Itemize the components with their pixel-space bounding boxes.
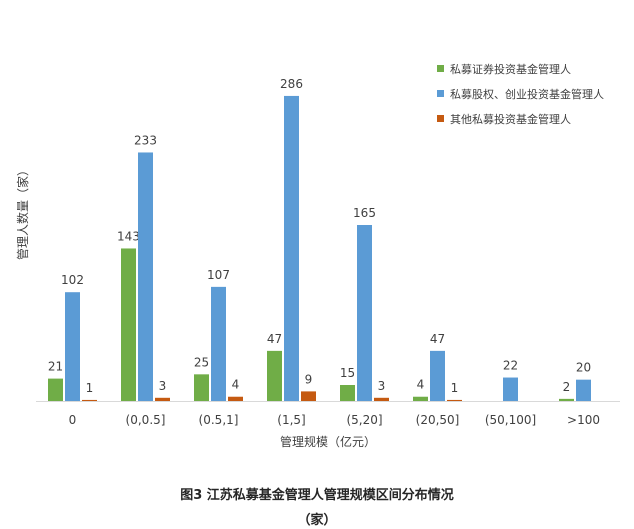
bar-2-3 (301, 391, 316, 401)
bar-0-5 (413, 396, 428, 401)
legend-swatch-0 (437, 65, 444, 72)
legend-swatch-1 (437, 90, 444, 97)
data-label-0-1: 143 (117, 229, 140, 243)
data-label-2-3: 9 (305, 372, 313, 386)
bar-1-4 (357, 225, 372, 401)
legend-swatch-2 (437, 115, 444, 122)
bar-1-0 (65, 292, 80, 401)
legend-label-2: 其他私募投资基金管理人 (450, 112, 571, 126)
bar-0-0 (48, 378, 63, 401)
x-tick-label-7: >100 (567, 413, 600, 427)
bar-1-7 (576, 379, 591, 401)
x-tick-label-2: (0.5,1] (199, 413, 239, 427)
bar-1-5 (430, 350, 445, 401)
bar-2-4 (374, 397, 389, 401)
x-tick-label-1: (0,0.5] (126, 413, 166, 427)
bar-1-3 (284, 95, 299, 401)
bar-1-6 (503, 377, 518, 401)
bar-1-2 (211, 286, 226, 401)
bar-2-2 (228, 396, 243, 401)
data-label-1-5: 47 (430, 332, 445, 346)
figure-caption-unit: （家） (297, 513, 337, 528)
data-label-1-3: 286 (280, 77, 303, 91)
data-label-1-2: 107 (207, 268, 230, 282)
bar-0-3 (267, 350, 282, 401)
data-label-0-2: 25 (194, 355, 209, 369)
data-label-2-5: 1 (451, 381, 459, 395)
figure-caption-title: 图3 江苏私募基金管理人管理规模区间分布情况 (180, 488, 454, 503)
data-label-1-7: 20 (576, 361, 591, 375)
data-label-0-7: 2 (563, 380, 571, 394)
bar-chart: 21 143 25 47 15 4 2 102 233 107 286 165 47 22 20 1 3 4 9 3 1… (15, 62, 620, 449)
bar-2-0 (82, 399, 97, 401)
x-axis-title: 管理规模（亿元） (280, 434, 376, 449)
bar-0-1 (121, 248, 136, 401)
legend-label-1: 私募股权、创业投资基金管理人 (450, 87, 604, 101)
data-label-0-0: 21 (48, 360, 63, 374)
data-label-1-4: 165 (353, 206, 376, 220)
data-label-2-4: 3 (378, 379, 386, 393)
bar-0-7 (559, 398, 574, 401)
legend-label-0: 私募证券投资基金管理人 (450, 62, 571, 76)
data-label-1-1: 233 (134, 133, 157, 147)
data-label-2-1: 3 (159, 379, 167, 393)
bar-0-4 (340, 385, 355, 401)
data-label-1-6: 22 (503, 359, 518, 373)
x-tick-label-3: (1,5] (277, 413, 305, 427)
data-label-2-0: 1 (86, 381, 94, 395)
bar-0-2 (194, 374, 209, 401)
data-label-0-5: 4 (417, 378, 425, 392)
data-label-2-2: 4 (232, 378, 240, 392)
data-label-0-3: 47 (267, 332, 282, 346)
x-tick-label-6: (50,100] (485, 413, 536, 427)
x-tick-label-4: (5,20] (346, 413, 382, 427)
bar-2-1 (155, 397, 170, 401)
data-label-1-0: 102 (61, 273, 84, 287)
x-tick-label-0: 0 (69, 413, 77, 427)
data-label-0-4: 15 (340, 366, 355, 380)
bar-1-1 (138, 152, 153, 401)
y-axis-title: 管理人数量（家） (15, 164, 30, 260)
x-tick-label-5: (20,50] (416, 413, 460, 427)
bar-2-5 (447, 399, 462, 401)
